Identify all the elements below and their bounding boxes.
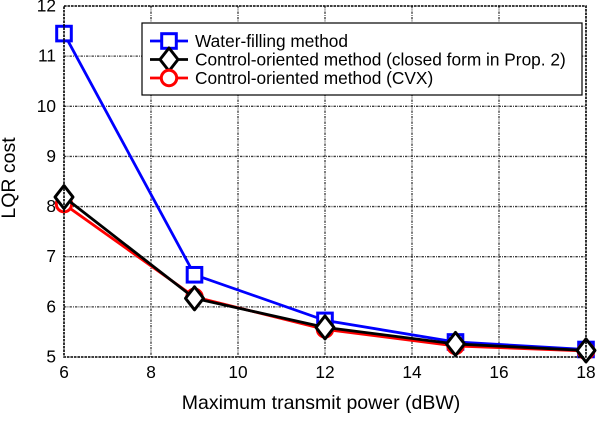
- svg-text:11: 11: [38, 46, 56, 66]
- svg-text:Maximum transmit power (dBW): Maximum transmit power (dBW): [182, 392, 460, 414]
- svg-text:8: 8: [46, 196, 56, 216]
- svg-text:8: 8: [146, 362, 156, 382]
- svg-text:Control-oriented method (close: Control-oriented method (closed form in …: [195, 50, 566, 70]
- svg-text:6: 6: [59, 362, 69, 382]
- svg-text:9: 9: [46, 146, 56, 166]
- svg-text:LQR cost: LQR cost: [0, 137, 20, 219]
- svg-text:10: 10: [228, 362, 247, 382]
- svg-text:Water-filling method: Water-filling method: [195, 31, 348, 51]
- svg-text:10: 10: [37, 96, 56, 116]
- svg-text:12: 12: [37, 0, 56, 16]
- svg-text:18: 18: [576, 362, 595, 382]
- svg-text:14: 14: [402, 362, 422, 382]
- svg-text:16: 16: [489, 362, 508, 382]
- svg-text:Control-oriented method (CVX): Control-oriented method (CVX): [195, 68, 433, 88]
- svg-text:12: 12: [315, 362, 334, 382]
- svg-text:5: 5: [46, 347, 56, 367]
- svg-text:7: 7: [46, 246, 56, 266]
- svg-text:6: 6: [46, 296, 56, 316]
